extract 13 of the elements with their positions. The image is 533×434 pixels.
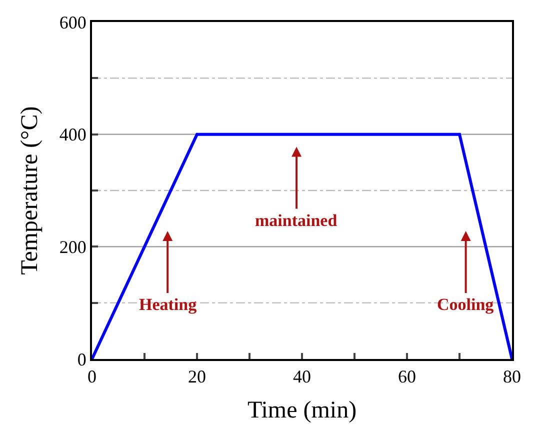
annotation: Heating — [139, 295, 198, 314]
y-tick-label: 600 — [59, 12, 86, 32]
x-axis-title: Time (min) — [247, 397, 357, 424]
x-tick-label: 40 — [293, 366, 311, 387]
x-tick-label: 80 — [503, 366, 521, 387]
annotation: Cooling — [437, 295, 494, 314]
x-tick-label: 60 — [398, 366, 416, 387]
annotation: maintained — [255, 211, 338, 230]
y-axis-title: Temperature (°C) — [17, 106, 43, 275]
y-tick-label: 400 — [59, 124, 86, 145]
y-tick-label: 0 — [77, 349, 86, 370]
y-tick-label: 200 — [59, 236, 86, 257]
x-tick-label: 20 — [188, 366, 206, 387]
